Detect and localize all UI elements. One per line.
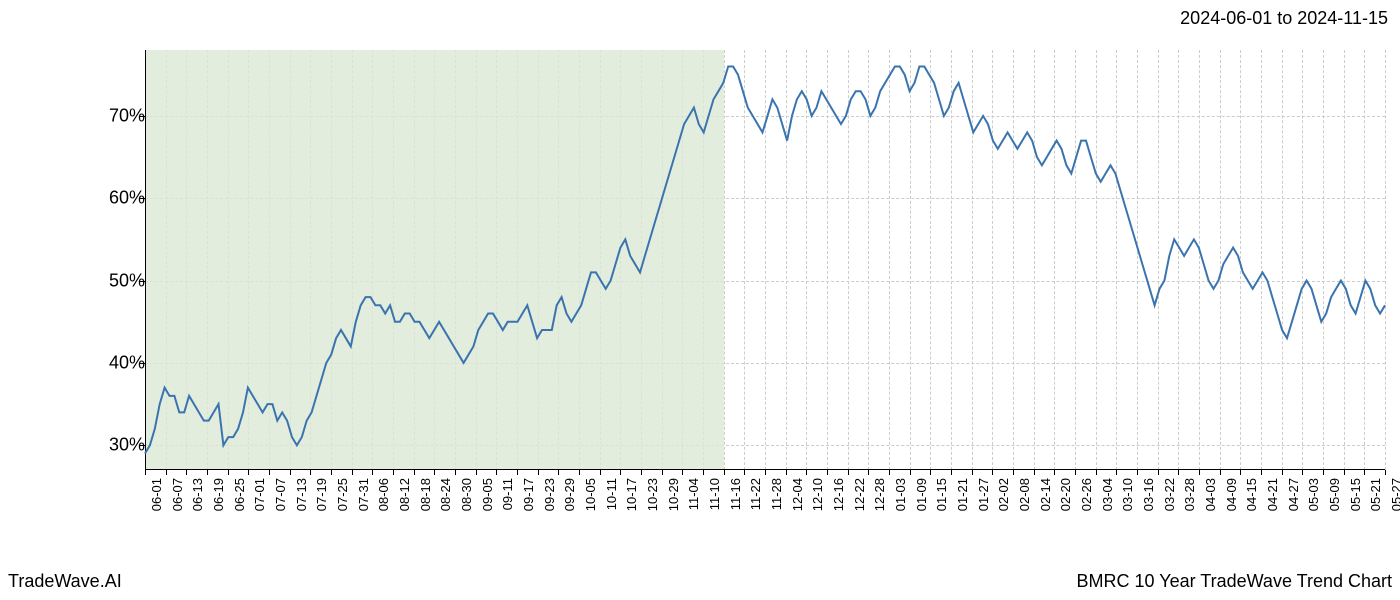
x-tick-label: 06-07 (170, 478, 185, 511)
x-tick-label: 09-17 (521, 478, 536, 511)
x-tick-label: 07-31 (356, 478, 371, 511)
x-tick-label: 12-22 (852, 478, 867, 511)
x-tick-label: 03-16 (1141, 478, 1156, 511)
x-tick-label: 07-01 (252, 478, 267, 511)
y-tick-label: 60% (109, 188, 145, 209)
x-tick-label: 08-24 (438, 478, 453, 511)
x-tick-label: 12-28 (872, 478, 887, 511)
x-tick-label: 05-21 (1368, 478, 1383, 511)
x-tick-label: 02-02 (996, 478, 1011, 511)
x-tick-label: 06-13 (190, 478, 205, 511)
date-range-label: 2024-06-01 to 2024-11-15 (1180, 8, 1388, 29)
x-tick-label: 01-27 (976, 478, 991, 511)
x-tick-label: 04-27 (1286, 478, 1301, 511)
x-tick-label: 07-13 (294, 478, 309, 511)
x-tick-label: 07-19 (314, 478, 329, 511)
x-tick-label: 03-10 (1120, 478, 1135, 511)
line-chart (145, 50, 1385, 470)
y-tick-label: 50% (109, 270, 145, 291)
chart-title: BMRC 10 Year TradeWave Trend Chart (1077, 571, 1392, 592)
x-tick-label: 04-21 (1265, 478, 1280, 511)
x-tick-label: 12-04 (790, 478, 805, 511)
x-tick-label: 12-10 (810, 478, 825, 511)
x-tick-label: 08-06 (376, 478, 391, 511)
x-tick-label: 10-17 (624, 478, 639, 511)
x-tick-label: 02-14 (1038, 478, 1053, 511)
x-tick-label: 11-10 (707, 478, 722, 510)
x-tick-label: 12-16 (831, 478, 846, 511)
x-tick-label: 04-03 (1203, 478, 1218, 511)
x-tick-label: 11-22 (748, 478, 763, 510)
x-tick-label: 05-15 (1348, 478, 1363, 511)
x-tick-label: 03-28 (1182, 478, 1197, 511)
y-tick-label: 30% (109, 435, 145, 456)
x-tick-label: 09-05 (480, 478, 495, 511)
y-tick-label: 40% (109, 352, 145, 373)
x-tick-label: 07-25 (335, 478, 350, 511)
x-tick-label: 06-25 (232, 478, 247, 511)
x-tick-label: 02-20 (1058, 478, 1073, 511)
x-tick-label: 04-15 (1244, 478, 1259, 511)
x-tick-label: 09-11 (500, 478, 515, 510)
x-tick-label: 11-16 (728, 478, 743, 510)
x-tick-label: 08-18 (418, 478, 433, 511)
x-tick-label: 01-03 (893, 478, 908, 511)
x-tick-label: 10-05 (583, 478, 598, 511)
x-tick-label: 03-22 (1162, 478, 1177, 511)
x-tick-label: 05-03 (1306, 478, 1321, 511)
x-tick-label: 09-29 (562, 478, 577, 511)
x-tick-label: 10-23 (645, 478, 660, 511)
x-tick-label: 11-04 (686, 478, 701, 510)
x-tick-label: 01-21 (955, 478, 970, 511)
x-tick-label: 06-19 (211, 478, 226, 511)
x-tick-label: 02-26 (1079, 478, 1094, 511)
x-tick-label: 03-04 (1100, 478, 1115, 511)
x-tick-label: 11-28 (769, 478, 784, 510)
x-tick-label: 02-08 (1017, 478, 1032, 511)
x-tick-label: 07-07 (273, 478, 288, 511)
brand-label: TradeWave.AI (8, 571, 122, 592)
x-tick-label: 01-15 (934, 478, 949, 511)
x-tick-label: 05-27 (1389, 478, 1400, 511)
x-tick-label: 05-09 (1327, 478, 1342, 511)
x-tick-label: 08-12 (397, 478, 412, 511)
y-tick-label: 70% (109, 105, 145, 126)
x-tick-label: 06-01 (149, 478, 164, 511)
x-tick-label: 10-11 (604, 478, 619, 510)
trend-line (145, 67, 1385, 454)
x-tick-label: 01-09 (914, 478, 929, 511)
x-tick-label: 04-09 (1224, 478, 1239, 511)
x-tick-label: 10-29 (666, 478, 681, 511)
x-tick-label: 09-23 (542, 478, 557, 511)
x-tick-label: 08-30 (459, 478, 474, 511)
